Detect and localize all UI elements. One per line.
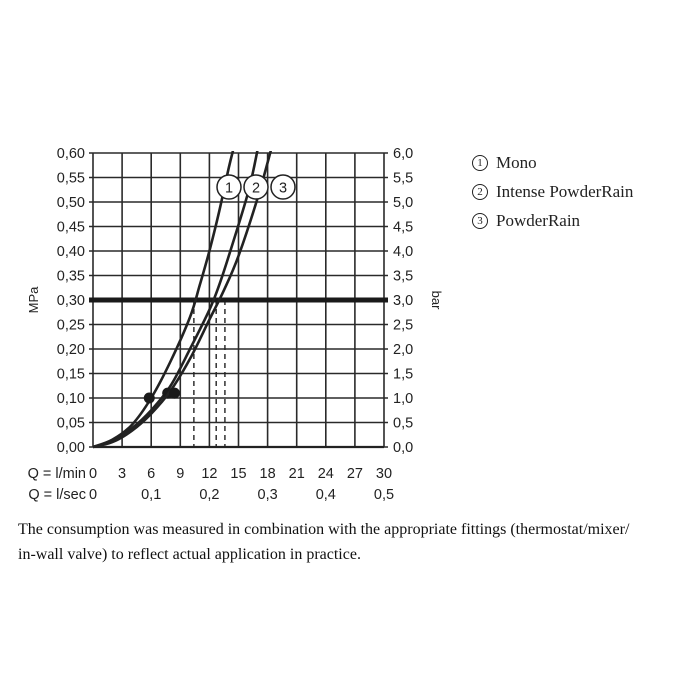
- legend: 1 Mono 2 Intense PowderRain 3 PowderRain: [472, 148, 633, 235]
- pressure-flow-chart: 0,000,050,100,150,200,250,300,350,400,45…: [26, 146, 444, 503]
- x-tick-lpm-label: 12: [201, 466, 217, 482]
- x-tick-lpm-label: 27: [347, 466, 363, 482]
- y-tick-right-label: 2,0: [393, 342, 413, 358]
- y-tick-left-label: 0,35: [57, 269, 85, 285]
- tick-labels: 0,000,050,100,150,200,250,300,350,400,45…: [28, 146, 414, 503]
- y-tick-right-label: 3,0: [393, 293, 413, 309]
- x-tick-lpm-label: 24: [318, 466, 334, 482]
- y-tick-left-label: 0,45: [57, 220, 85, 236]
- y-tick-right-label: 1,5: [393, 367, 413, 383]
- x-tick-lpm-label: 3: [118, 466, 126, 482]
- x-tick-lpm-label: 0: [89, 466, 97, 482]
- y-tick-left-label: 0,55: [57, 171, 85, 187]
- x-axis-title-lps: Q = l/sec: [28, 487, 86, 503]
- caption-text: The consumption was measured in combinat…: [18, 521, 630, 563]
- y-tick-left-label: 0,60: [57, 146, 85, 162]
- y-tick-left-label: 0,50: [57, 195, 85, 211]
- y-tick-right-label: 5,5: [393, 171, 413, 187]
- legend-label: PowderRain: [496, 211, 581, 230]
- legend-label: Intense PowderRain: [496, 182, 634, 201]
- series-marker-3: [168, 387, 180, 399]
- y-axis-title-left: MPa: [26, 286, 41, 314]
- y-axis-title-right: bar: [429, 291, 444, 310]
- y-tick-right-label: 1,0: [393, 391, 413, 407]
- legend-number: 3: [472, 212, 488, 229]
- legend-item-intense-powderrain: 2 Intense PowderRain: [472, 177, 633, 206]
- series-curve-2: [93, 151, 259, 449]
- caption: The consumption was measured in combinat…: [18, 517, 693, 567]
- series-curve-1: [93, 151, 235, 449]
- x-tick-lpm-label: 15: [230, 466, 246, 482]
- x-axis-title-lpm: Q = l/min: [28, 466, 86, 482]
- legend-item-mono: 1 Mono: [472, 148, 633, 177]
- x-tick-lps-label: 0,4: [316, 487, 336, 503]
- y-tick-right-label: 0,5: [393, 416, 413, 432]
- y-tick-left-label: 0,30: [57, 293, 85, 309]
- series-curve-3: [93, 151, 273, 449]
- y-tick-left-label: 0,25: [57, 318, 85, 334]
- legend-number: 1: [472, 154, 488, 171]
- x-tick-lpm-label: 18: [260, 466, 276, 482]
- x-tick-lpm-label: 30: [376, 466, 392, 482]
- y-tick-left-label: 0,20: [57, 342, 85, 358]
- x-tick-lps-label: 0,1: [141, 487, 161, 503]
- y-tick-left-label: 0,10: [57, 391, 85, 407]
- legend-item-powderrain: 3 PowderRain: [472, 206, 633, 235]
- x-tick-lpm-label: 21: [289, 466, 305, 482]
- curve-number-circle: [243, 174, 269, 200]
- y-tick-right-label: 4,0: [393, 244, 413, 260]
- y-tick-right-label: 0,0: [393, 440, 413, 456]
- curve-number-labels: 1 2 3: [216, 174, 296, 200]
- y-tick-left-label: 0,00: [57, 440, 85, 456]
- y-tick-right-label: 4,5: [393, 220, 413, 236]
- curve-number-circle: [216, 174, 242, 200]
- x-tick-lps-label: 0,2: [199, 487, 219, 503]
- x-tick-lps-label: 0,3: [258, 487, 278, 503]
- y-tick-right-label: 5,0: [393, 195, 413, 211]
- series-marker-1: [143, 392, 155, 404]
- curve-number-label: 3: [279, 181, 287, 197]
- series-curves: [93, 151, 273, 449]
- y-tick-right-label: 2,5: [393, 318, 413, 334]
- reference-line-layer: [89, 297, 388, 447]
- y-tick-right-label: 3,5: [393, 269, 413, 285]
- y-tick-left-label: 0,05: [57, 416, 85, 432]
- legend-label: Mono: [496, 153, 537, 172]
- x-tick-lps-label: 0: [89, 487, 97, 503]
- y-tick-right-label: 6,0: [393, 146, 413, 162]
- curve-number-label: 1: [225, 181, 233, 197]
- y-tick-left-label: 0,15: [57, 367, 85, 383]
- x-tick-lpm-label: 9: [176, 466, 184, 482]
- curve-number-circle: [270, 174, 296, 200]
- legend-number: 2: [472, 183, 488, 200]
- curve-number-label: 2: [252, 181, 260, 197]
- y-tick-left-label: 0,40: [57, 244, 85, 260]
- x-tick-lps-label: 0,5: [374, 487, 394, 503]
- x-tick-lpm-label: 6: [147, 466, 155, 482]
